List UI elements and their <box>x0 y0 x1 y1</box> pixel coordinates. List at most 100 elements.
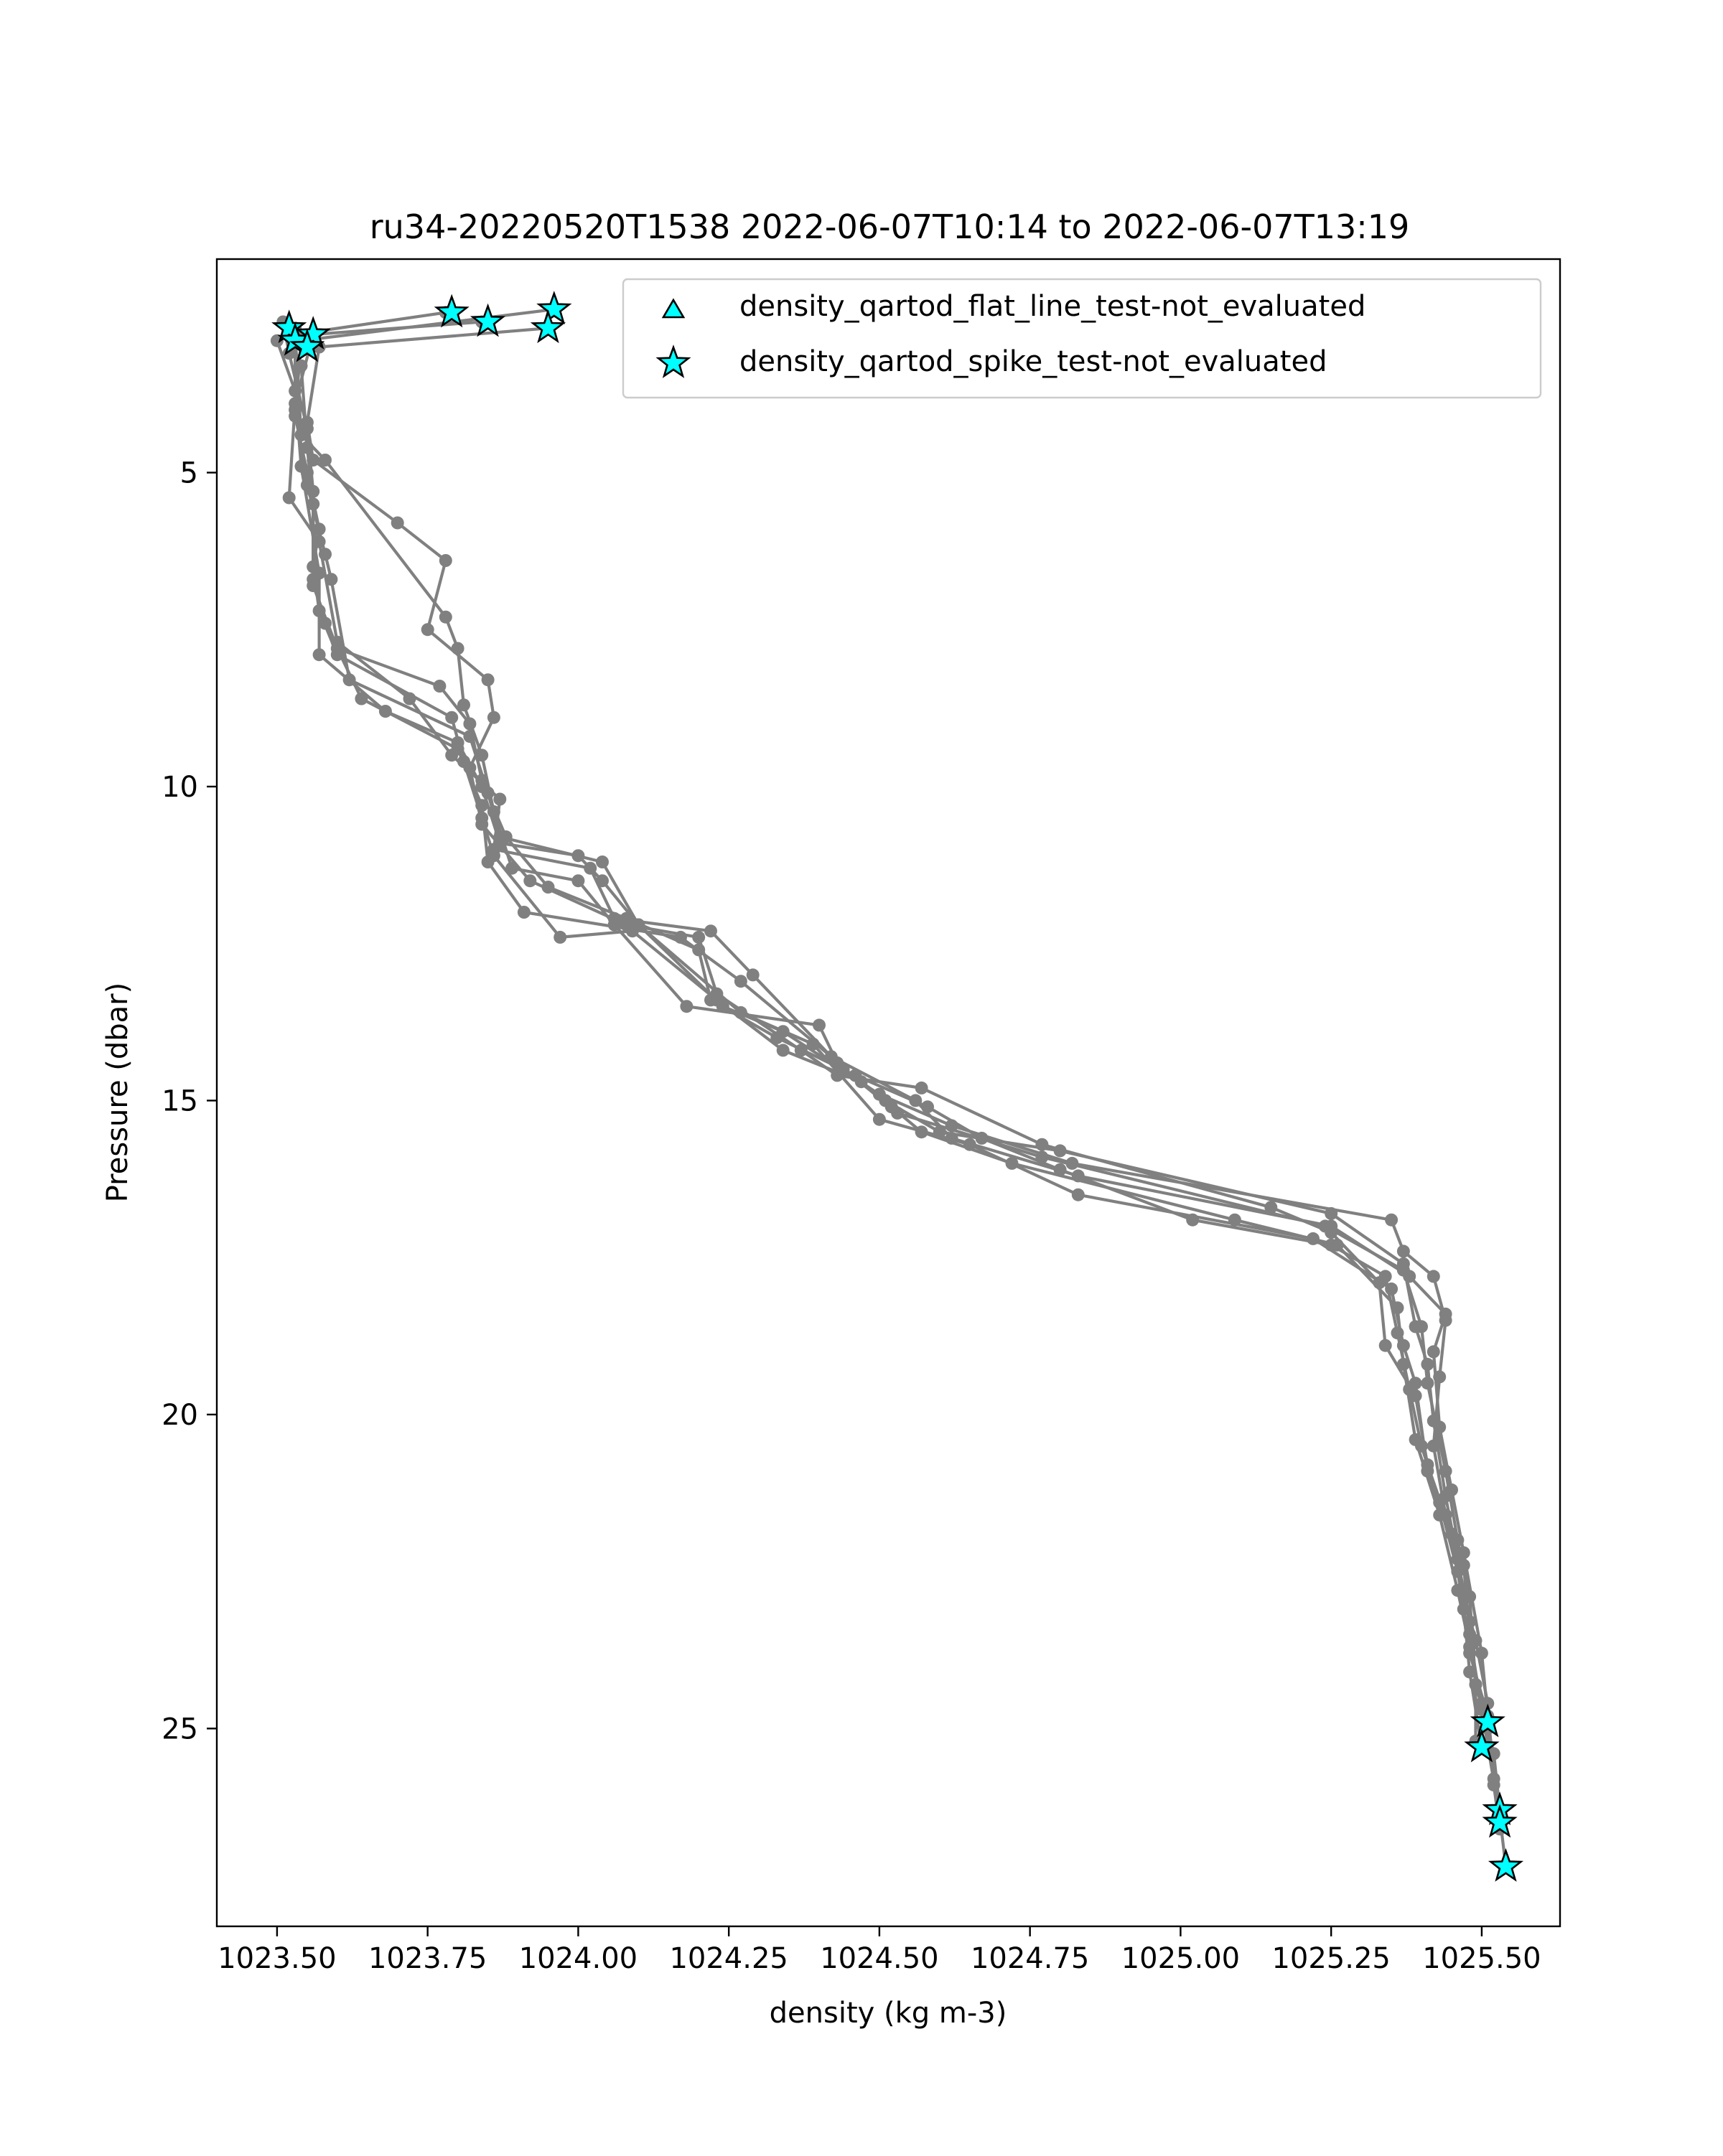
profile-point <box>620 911 633 925</box>
spike-star-marker <box>1464 1728 1500 1763</box>
profile-point <box>1325 1219 1338 1233</box>
profile-point <box>517 906 531 919</box>
profile-point <box>1427 1439 1440 1453</box>
x-tick-label: 1025.50 <box>1422 1942 1541 1975</box>
x-tick-label: 1023.50 <box>218 1942 336 1975</box>
profile-point <box>1457 1546 1470 1560</box>
profile-point <box>945 1131 958 1145</box>
profile-point <box>391 516 404 530</box>
profile-point <box>1415 1439 1428 1453</box>
profile-point <box>475 774 489 787</box>
spike-star-marker <box>530 309 566 344</box>
x-tick-label: 1025.00 <box>1121 1942 1240 1975</box>
profile-point <box>421 623 434 637</box>
y-tick-label: 15 <box>162 1084 198 1117</box>
profile-point <box>872 1112 886 1126</box>
profile-point <box>596 874 609 888</box>
x-tick-label: 1023.75 <box>368 1942 487 1975</box>
spike-test-markers <box>271 291 1524 1882</box>
profile-point <box>596 856 609 868</box>
profile-point <box>1378 1339 1392 1352</box>
profile-point <box>1433 1420 1447 1434</box>
y-axis: 5 10 15 20 25 <box>162 456 217 1745</box>
profile-point <box>312 648 326 662</box>
profile-point <box>813 1018 826 1032</box>
profile-point <box>451 742 464 756</box>
profile-point <box>1421 1377 1434 1390</box>
profile-point <box>481 673 495 687</box>
profile-point <box>330 642 344 655</box>
profile-point <box>1071 1188 1085 1201</box>
legend-triangle-marker <box>661 298 686 319</box>
profile-point <box>1487 1778 1500 1792</box>
profile-point <box>493 792 507 806</box>
x-tick-label: 1024.00 <box>519 1942 638 1975</box>
spike-star-marker <box>1482 1804 1518 1838</box>
profile-point <box>403 692 416 706</box>
profile-point <box>1186 1213 1200 1227</box>
profile-point <box>487 711 500 724</box>
profile-point <box>523 874 537 888</box>
profile-point <box>1403 1270 1416 1283</box>
profile-point <box>319 454 332 467</box>
x-axis: 1023.50 1023.75 1024.00 1024.25 1024.50 1024.… <box>218 1926 1541 1975</box>
x-tick-label: 1024.50 <box>820 1942 938 1975</box>
profile-point <box>463 717 477 731</box>
spike-star-marker <box>470 303 506 337</box>
profile-point <box>355 692 368 706</box>
profile-point <box>475 799 489 812</box>
profile-point <box>307 579 320 592</box>
profile-point <box>571 874 585 888</box>
profile-point <box>704 924 717 938</box>
profile-point <box>1378 1270 1392 1283</box>
legend-label-spike: density_qartod_spike_test-not_evaluated <box>739 345 1327 378</box>
profile-point <box>445 711 459 724</box>
profile-point <box>692 930 706 944</box>
profile-point <box>1445 1483 1458 1496</box>
profile-point <box>1427 1345 1440 1359</box>
profile-point <box>704 993 717 1007</box>
profile-point <box>770 1031 784 1044</box>
profile-point <box>776 1044 790 1057</box>
profile-point <box>1439 1307 1452 1321</box>
y-tick-label: 10 <box>162 771 198 804</box>
plot-area <box>270 291 1524 1882</box>
profile-point <box>1385 1213 1399 1227</box>
profile-point <box>554 930 567 944</box>
profile-point <box>1481 1697 1495 1710</box>
spike-star-marker <box>289 328 325 362</box>
profile-point <box>975 1131 989 1145</box>
plot-frame <box>215 258 1561 1928</box>
x-tick-label: 1024.25 <box>669 1942 788 1975</box>
y-tick-label: 25 <box>162 1712 198 1745</box>
profile-point <box>872 1087 886 1101</box>
profile-point <box>1451 1565 1465 1578</box>
profile-point <box>451 642 464 655</box>
y-axis-label: Pressure (dbar) <box>101 983 134 1202</box>
profile-point <box>1325 1238 1338 1252</box>
legend-frame <box>622 278 1542 399</box>
legend-label-flat-line: density_qartod_flat_line_test-not_evalua… <box>739 290 1365 323</box>
profile-point <box>915 1081 928 1095</box>
legend-star-marker <box>655 345 691 378</box>
profile-point <box>499 830 513 843</box>
profile-point <box>307 497 320 511</box>
profile-point <box>1415 1320 1428 1334</box>
profile-point <box>1433 1496 1447 1509</box>
profile-point <box>1391 1326 1404 1340</box>
legend: density_qartod_flat_line_test-not_evalua… <box>622 278 1542 399</box>
profile-point <box>921 1100 934 1114</box>
spike-star-marker <box>536 291 572 324</box>
chart-title: ru34-20220520T1538 2022-06-07T10:14 to 2… <box>370 207 1410 246</box>
profile-point <box>680 1000 694 1013</box>
profile-point <box>571 849 585 863</box>
profile-point <box>1065 1156 1079 1170</box>
profile-point <box>282 491 296 505</box>
profile-point <box>734 975 747 988</box>
profile-point <box>294 359 308 372</box>
x-tick-label: 1025.25 <box>1271 1942 1390 1975</box>
profile-point <box>541 881 555 894</box>
profile-point <box>849 1069 862 1082</box>
profile-point <box>746 968 760 982</box>
